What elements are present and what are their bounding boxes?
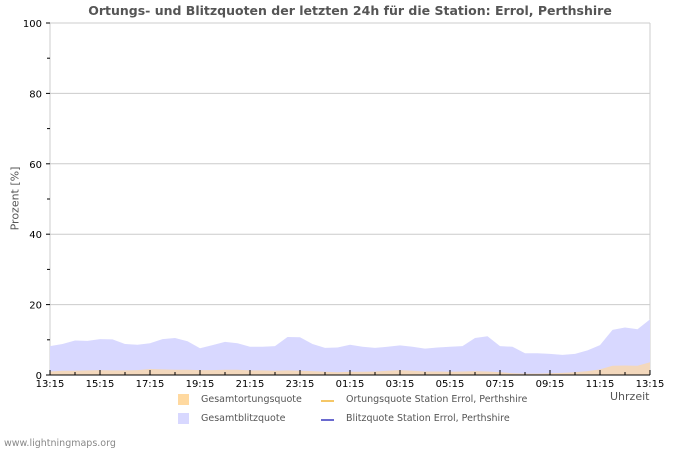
legend-line-blitzquote-station	[321, 419, 334, 421]
x-tick-label: 09:15	[536, 379, 565, 390]
x-tick-label: 03:15	[386, 379, 415, 390]
site-footer-link[interactable]: www.lightningmaps.org	[4, 438, 116, 449]
legend-label-gesamtblitzquote: Gesamtblitzquote	[201, 413, 286, 424]
x-tick-label: 07:15	[486, 379, 515, 390]
y-tick-label: 40	[29, 230, 42, 241]
x-tick-label: 19:15	[186, 379, 215, 390]
legend-label-ortungsquote-station: Ortungsquote Station Errol, Perthshire	[346, 394, 528, 405]
y-tick-label: 20	[29, 301, 42, 312]
y-tick-label: 0	[36, 371, 42, 382]
x-tick-label: 21:15	[236, 379, 265, 390]
x-tick-label: 13:15	[636, 379, 665, 390]
x-axis-label: Uhrzeit	[610, 390, 650, 403]
legend-swatch-gesamtblitzquote	[178, 413, 189, 424]
chart-title: Ortungs- und Blitzquoten der letzten 24h…	[88, 3, 612, 18]
x-tick-label: 01:15	[336, 379, 365, 390]
gridlines	[49, 22, 651, 375]
y-tick-label: 80	[29, 89, 42, 100]
plot-area: 0 20 40 60 80 100 13:15 15:15 17:15 19:15 21:15 23:…	[23, 19, 665, 390]
x-tick-label: 23:15	[286, 379, 315, 390]
gesamtblitzquote-area	[50, 319, 650, 375]
legend-label-gesamtortungsquote: Gesamtortungsquote	[201, 394, 302, 405]
y-tick-label: 100	[23, 19, 42, 30]
x-tick-label: 13:15	[36, 379, 65, 390]
x-tick-label: 05:15	[436, 379, 465, 390]
y-tick-label: 60	[29, 160, 42, 171]
legend-line-ortungsquote-station	[321, 400, 334, 402]
x-tick-label: 17:15	[136, 379, 165, 390]
x-tick-label: 11:15	[586, 379, 615, 390]
x-tick-label: 15:15	[86, 379, 115, 390]
axes: 0 20 40 60 80 100 13:15 15:15 17:15 19:15 21:15 23:…	[23, 19, 665, 390]
legend-swatch-gesamtortungsquote	[178, 394, 189, 405]
legend-label-blitzquote-station: Blitzquote Station Errol, Perthshire	[346, 413, 510, 424]
